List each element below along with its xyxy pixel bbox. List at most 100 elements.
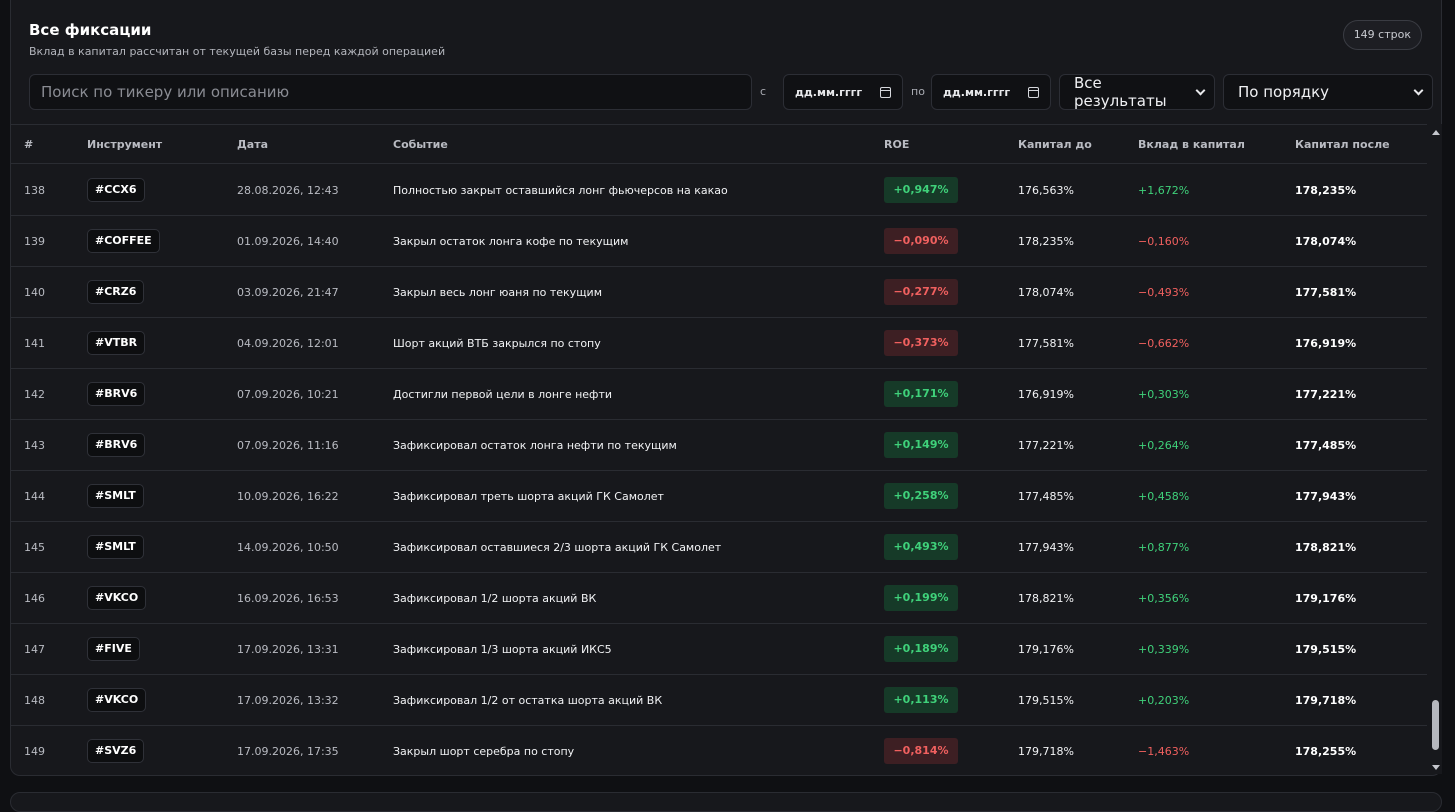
row-event: Шорт акций ВТБ закрылся по стопу	[393, 336, 601, 350]
row-date: 17.09.2026, 13:31	[237, 642, 339, 656]
capital-after: 178,255%	[1295, 744, 1357, 758]
roe-badge: +0,493%	[884, 534, 958, 560]
capital-before: 177,221%	[1018, 438, 1074, 452]
table-row[interactable]: 138 #CCX6 28.08.2026, 12:43 Полностью закры…	[11, 165, 1427, 216]
capital-contribution: +0,877%	[1138, 540, 1190, 554]
row-event: Зафиксировал треть шорта акций ГК Самоле…	[393, 489, 664, 503]
ticker-badge[interactable]: #FIVE	[87, 637, 140, 661]
column-header-contribution[interactable]: Вклад в капитал	[1138, 138, 1245, 151]
ticker-cell: #CRZ6	[87, 267, 145, 317]
result-filter-select[interactable]: Все результаты	[1059, 74, 1215, 110]
capital-before: 176,563%	[1018, 183, 1074, 197]
ticker-badge[interactable]: #COFFEE	[87, 229, 160, 253]
roe-cell: +0,149%	[884, 420, 958, 470]
column-header-date[interactable]: Дата	[237, 138, 269, 151]
result-filter-value: Все результаты	[1074, 74, 1167, 110]
capital-contribution: +1,672%	[1138, 183, 1190, 197]
column-header-roe[interactable]: ROE	[884, 138, 910, 151]
capital-after: 179,718%	[1295, 693, 1357, 707]
row-number: 149	[24, 744, 45, 758]
row-number: 143	[24, 438, 45, 452]
calendar-icon[interactable]	[1028, 86, 1039, 98]
date-to-field[interactable]: дд.мм.гггг	[931, 74, 1051, 110]
row-event: Зафиксировал 1/3 шорта акций ИКС5	[393, 642, 612, 656]
table-row[interactable]: 143 #BRV6 07.09.2026, 11:16 Зафиксировал ос…	[11, 420, 1427, 471]
row-date: 16.09.2026, 16:53	[237, 591, 339, 605]
roe-badge: +0,171%	[884, 381, 958, 407]
row-number: 146	[24, 591, 45, 605]
capital-after: 178,074%	[1295, 234, 1357, 248]
table-row[interactable]: 146 #VKCO 16.09.2026, 16:53 Зафиксировал 1/…	[11, 573, 1427, 624]
row-event: Зафиксировал 1/2 от остатка шорта акций …	[393, 693, 663, 707]
table-row[interactable]: 147 #FIVE 17.09.2026, 13:31 Зафиксировал 1/…	[11, 624, 1427, 675]
table-row[interactable]: 140 #CRZ6 03.09.2026, 21:47 Закрыл весь лон…	[11, 267, 1427, 318]
ticker-badge[interactable]: #BRV6	[87, 382, 146, 406]
date-to-label: по	[911, 85, 925, 98]
ticker-badge[interactable]: #VKCO	[87, 586, 147, 610]
capital-contribution: +0,458%	[1138, 489, 1190, 503]
capital-before: 178,074%	[1018, 285, 1074, 299]
row-number: 148	[24, 693, 45, 707]
column-header-num[interactable]: #	[24, 138, 34, 151]
ticker-cell: #VKCO	[87, 573, 147, 623]
roe-badge: +0,258%	[884, 483, 958, 509]
column-header-instrument[interactable]: Инструмент	[87, 138, 163, 151]
scroll-up-icon[interactable]	[1432, 130, 1440, 135]
capital-contribution: +0,339%	[1138, 642, 1190, 656]
sort-select[interactable]: По порядку	[1223, 74, 1433, 110]
table-row[interactable]: 141 #VTBR 04.09.2026, 12:01 Шорт акций ВТБ …	[11, 318, 1427, 369]
ticker-cell: #CCX6	[87, 165, 145, 215]
capital-before: 178,821%	[1018, 591, 1074, 605]
capital-contribution: −0,160%	[1138, 234, 1190, 248]
roe-cell: +0,113%	[884, 675, 958, 725]
table-row[interactable]: 148 #VKCO 17.09.2026, 13:32 Зафиксировал 1/…	[11, 675, 1427, 726]
capital-contribution: +0,264%	[1138, 438, 1190, 452]
row-date: 07.09.2026, 10:21	[237, 387, 339, 401]
ticker-badge[interactable]: #SMLT	[87, 535, 144, 559]
table-row[interactable]: 149 #SVZ6 17.09.2026, 17:35 Закрыл шорт сер…	[11, 726, 1427, 774]
ticker-cell: #VTBR	[87, 318, 146, 368]
roe-badge: −0,814%	[884, 738, 958, 764]
scroll-down-icon[interactable]	[1432, 765, 1440, 770]
roe-cell: +0,493%	[884, 522, 958, 572]
table-row[interactable]: 142 #BRV6 07.09.2026, 10:21 Достигли первой…	[11, 369, 1427, 420]
row-date: 14.09.2026, 10:50	[237, 540, 339, 554]
column-header-event[interactable]: Событие	[393, 138, 448, 151]
roe-cell: +0,199%	[884, 573, 958, 623]
capital-contribution: +0,203%	[1138, 693, 1190, 707]
column-header-capital-after[interactable]: Капитал после	[1295, 138, 1390, 151]
row-count-badge: 149 строк	[1342, 20, 1422, 50]
ticker-cell: #BRV6	[87, 369, 146, 419]
capital-contribution: +0,356%	[1138, 591, 1190, 605]
roe-cell: −0,814%	[884, 726, 958, 774]
row-event: Закрыл весь лонг юаня по текущим	[393, 285, 602, 299]
search-input[interactable]	[29, 74, 752, 110]
row-event: Зафиксировал остаток лонга нефти по теку…	[393, 438, 677, 452]
date-from-field[interactable]: дд.мм.гггг	[783, 74, 903, 110]
fixations-panel: Все фиксации Вклад в капитал рассчитан о…	[10, 0, 1442, 776]
ticker-badge[interactable]: #CCX6	[87, 178, 145, 202]
scrollbar-thumb[interactable]	[1432, 700, 1439, 751]
row-number: 144	[24, 489, 45, 503]
ticker-badge[interactable]: #CRZ6	[87, 280, 145, 304]
table-row[interactable]: 145 #SMLT 14.09.2026, 10:50 Зафиксировал ос…	[11, 522, 1427, 573]
row-number: 145	[24, 540, 45, 554]
table-scrollbar[interactable]	[1429, 124, 1442, 774]
capital-before: 177,581%	[1018, 336, 1074, 350]
row-date: 01.09.2026, 14:40	[237, 234, 339, 248]
calendar-icon[interactable]	[880, 86, 891, 98]
table-row[interactable]: 144 #SMLT 10.09.2026, 16:22 Зафиксировал тр…	[11, 471, 1427, 522]
ticker-badge[interactable]: #SMLT	[87, 484, 144, 508]
column-header-capital-before[interactable]: Капитал до	[1018, 138, 1092, 151]
capital-before: 177,943%	[1018, 540, 1074, 554]
ticker-badge[interactable]: #SVZ6	[87, 739, 145, 763]
ticker-badge[interactable]: #VTBR	[87, 331, 146, 355]
capital-before: 176,919%	[1018, 387, 1074, 401]
row-date: 17.09.2026, 13:32	[237, 693, 339, 707]
roe-badge: −0,090%	[884, 228, 958, 254]
table-row[interactable]: 139 #COFFEE 01.09.2026, 14:40 Закрыл остато…	[11, 216, 1427, 267]
fixations-table: # Инструмент Дата Событие ROE Капитал до…	[11, 124, 1427, 774]
ticker-badge[interactable]: #VKCO	[87, 688, 147, 712]
ticker-badge[interactable]: #BRV6	[87, 433, 146, 457]
capital-before: 178,235%	[1018, 234, 1074, 248]
